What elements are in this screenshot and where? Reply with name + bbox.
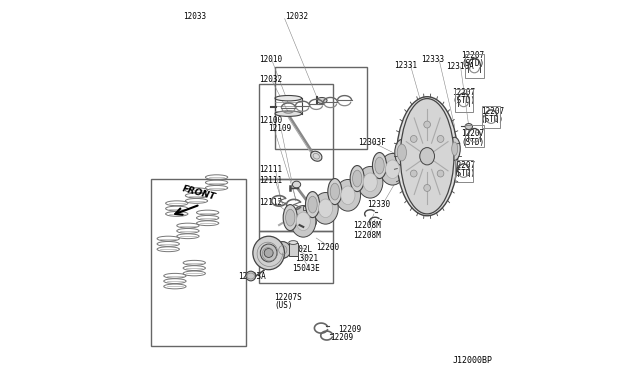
- Bar: [465, 54, 484, 78]
- Text: 12331: 12331: [394, 61, 417, 70]
- Ellipse shape: [397, 97, 458, 216]
- Text: 12207: 12207: [461, 51, 484, 60]
- Bar: [303, 206, 312, 210]
- Bar: [289, 243, 298, 256]
- Text: 12209: 12209: [330, 333, 353, 342]
- Text: 13021: 13021: [294, 254, 318, 263]
- Ellipse shape: [305, 192, 319, 218]
- Bar: [454, 160, 472, 182]
- Text: 12010: 12010: [259, 55, 282, 64]
- Text: 12207: 12207: [461, 129, 484, 138]
- Bar: [259, 231, 333, 283]
- Ellipse shape: [253, 236, 284, 270]
- Ellipse shape: [401, 99, 454, 214]
- Text: (STD): (STD): [461, 138, 484, 147]
- Ellipse shape: [289, 241, 298, 244]
- Text: 12207S: 12207S: [275, 293, 302, 302]
- Bar: [454, 89, 472, 112]
- Circle shape: [264, 248, 273, 257]
- Ellipse shape: [335, 179, 360, 211]
- Ellipse shape: [330, 183, 340, 200]
- Ellipse shape: [292, 181, 301, 188]
- Bar: [465, 125, 484, 147]
- Ellipse shape: [260, 244, 277, 262]
- Ellipse shape: [317, 97, 327, 103]
- Ellipse shape: [341, 186, 355, 205]
- Ellipse shape: [358, 166, 383, 198]
- Text: 12299: 12299: [294, 219, 317, 228]
- Text: 12109: 12109: [268, 124, 291, 133]
- Ellipse shape: [437, 170, 444, 177]
- Text: 12207: 12207: [452, 161, 475, 170]
- Text: 15043E: 15043E: [292, 264, 320, 273]
- Ellipse shape: [353, 170, 362, 187]
- Ellipse shape: [410, 170, 417, 177]
- Ellipse shape: [285, 209, 295, 226]
- Ellipse shape: [328, 179, 342, 205]
- Text: 1302L: 1302L: [289, 245, 312, 254]
- Text: 12303: 12303: [260, 252, 283, 261]
- Ellipse shape: [395, 140, 409, 166]
- Ellipse shape: [308, 196, 317, 213]
- Circle shape: [246, 271, 255, 281]
- Text: (STD): (STD): [481, 115, 504, 124]
- Ellipse shape: [424, 121, 431, 128]
- Text: 12333: 12333: [422, 55, 445, 64]
- Ellipse shape: [363, 173, 378, 192]
- Ellipse shape: [437, 135, 444, 142]
- Text: 12303A: 12303A: [238, 272, 266, 280]
- Ellipse shape: [275, 242, 291, 258]
- Text: (STD): (STD): [461, 60, 484, 68]
- Ellipse shape: [372, 153, 387, 179]
- Ellipse shape: [283, 205, 298, 231]
- Text: (STD): (STD): [452, 96, 475, 105]
- Text: 12208M: 12208M: [353, 221, 381, 230]
- Text: 12033: 12033: [182, 12, 206, 21]
- Ellipse shape: [291, 205, 316, 237]
- Ellipse shape: [350, 166, 364, 192]
- Text: 12208M: 12208M: [353, 231, 381, 240]
- Ellipse shape: [310, 151, 322, 161]
- Ellipse shape: [452, 142, 458, 155]
- Text: 12303F: 12303F: [358, 138, 386, 147]
- Ellipse shape: [385, 160, 399, 179]
- Ellipse shape: [449, 137, 460, 160]
- Ellipse shape: [275, 111, 302, 116]
- Bar: [259, 179, 333, 231]
- Ellipse shape: [295, 221, 300, 225]
- Text: 12310A: 12310A: [447, 62, 474, 71]
- Text: 12100: 12100: [259, 116, 282, 125]
- Ellipse shape: [465, 124, 472, 129]
- Ellipse shape: [275, 96, 302, 101]
- Text: 12207: 12207: [481, 107, 504, 116]
- Bar: [259, 84, 333, 179]
- Text: 12032: 12032: [285, 12, 308, 21]
- Text: FRONT: FRONT: [181, 184, 217, 202]
- Bar: [482, 106, 500, 128]
- Text: 12032: 12032: [259, 76, 282, 84]
- Bar: [151, 179, 246, 346]
- Ellipse shape: [410, 135, 417, 142]
- Text: (US): (US): [275, 301, 293, 310]
- Text: 12209: 12209: [338, 325, 361, 334]
- Ellipse shape: [375, 157, 384, 174]
- Ellipse shape: [296, 212, 310, 231]
- Ellipse shape: [424, 185, 431, 192]
- Ellipse shape: [380, 153, 405, 185]
- Text: 12207: 12207: [452, 88, 475, 97]
- Text: 12111: 12111: [259, 176, 282, 185]
- Ellipse shape: [397, 144, 406, 161]
- Text: 12111: 12111: [259, 165, 282, 174]
- Text: 12330: 12330: [367, 200, 390, 209]
- Text: 12112: 12112: [259, 198, 282, 207]
- Ellipse shape: [313, 193, 338, 224]
- Text: (STD): (STD): [452, 169, 475, 178]
- Text: 12200: 12200: [316, 243, 339, 252]
- Text: J12000BP: J12000BP: [453, 356, 493, 365]
- Ellipse shape: [420, 148, 435, 165]
- Ellipse shape: [319, 199, 333, 218]
- Bar: [275, 67, 367, 149]
